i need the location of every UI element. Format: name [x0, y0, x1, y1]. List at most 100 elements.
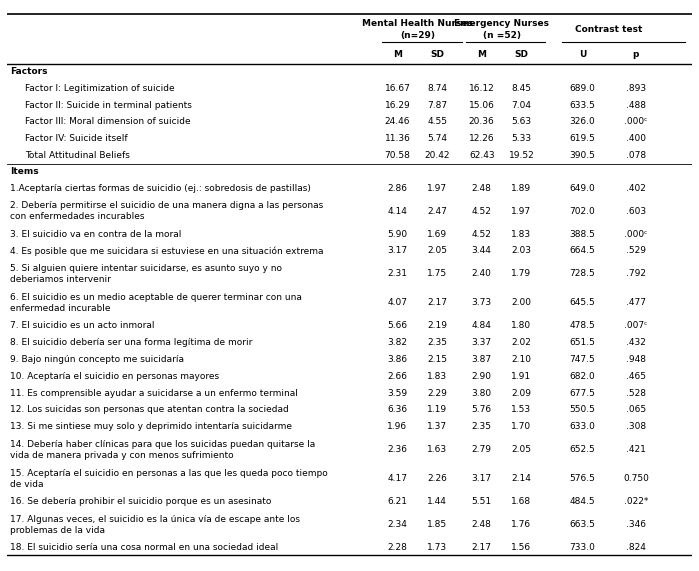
- Text: 13. Si me sintiese muy solo y deprimido intentaría suicidarme: 13. Si me sintiese muy solo y deprimido …: [10, 422, 292, 431]
- Text: 2.09: 2.09: [512, 388, 531, 397]
- Text: 576.5: 576.5: [570, 474, 596, 483]
- Text: 2.00: 2.00: [512, 299, 531, 307]
- Text: 2.40: 2.40: [472, 270, 491, 278]
- Text: 5.90: 5.90: [387, 230, 408, 239]
- Text: .346: .346: [626, 520, 646, 529]
- Text: .308: .308: [626, 422, 646, 431]
- Text: .528: .528: [626, 388, 646, 397]
- Text: 2.66: 2.66: [387, 372, 408, 381]
- Text: 645.5: 645.5: [570, 299, 596, 307]
- Text: Factor IV: Suicide itself: Factor IV: Suicide itself: [25, 134, 128, 143]
- Text: 4.14: 4.14: [387, 207, 408, 216]
- Text: 16.29: 16.29: [384, 100, 410, 110]
- Text: 5.74: 5.74: [427, 134, 447, 143]
- Text: 649.0: 649.0: [570, 184, 596, 193]
- Text: 1.75: 1.75: [427, 270, 447, 278]
- Text: U: U: [579, 50, 586, 59]
- Text: 2.03: 2.03: [512, 247, 531, 255]
- Text: 388.5: 388.5: [570, 230, 596, 239]
- Text: 4.55: 4.55: [427, 118, 447, 126]
- Text: 1.83: 1.83: [427, 372, 447, 381]
- Text: 3.44: 3.44: [472, 247, 491, 255]
- Text: 550.5: 550.5: [570, 405, 596, 415]
- Text: 2.36: 2.36: [387, 445, 408, 454]
- Text: 3.59: 3.59: [387, 388, 408, 397]
- Text: M: M: [477, 50, 487, 59]
- Text: 2.31: 2.31: [387, 270, 408, 278]
- Text: Factor III: Moral dimension of suicide: Factor III: Moral dimension of suicide: [25, 118, 191, 126]
- Text: p: p: [633, 50, 639, 59]
- Text: 10. Aceptaría el suicidio en personas mayores: 10. Aceptaría el suicidio en personas ma…: [10, 372, 219, 381]
- Text: 5.51: 5.51: [472, 497, 492, 506]
- Text: 1.37: 1.37: [427, 422, 447, 431]
- Text: 6. El suicidio es un medio aceptable de querer terminar con una
enfermedad incur: 6. El suicidio es un medio aceptable de …: [10, 293, 302, 313]
- Text: 19.52: 19.52: [509, 151, 534, 160]
- Text: 16.12: 16.12: [469, 84, 495, 93]
- Text: Factor I: Legitimization of suicide: Factor I: Legitimization of suicide: [25, 84, 175, 93]
- Text: .402: .402: [626, 184, 646, 193]
- Text: 3.80: 3.80: [472, 388, 492, 397]
- Text: 1.79: 1.79: [512, 270, 531, 278]
- Text: 1.89: 1.89: [512, 184, 531, 193]
- Text: 2.05: 2.05: [512, 445, 531, 454]
- Text: 4. Es posible que me suicidara si estuviese en una situación extrema: 4. Es posible que me suicidara si estuvi…: [10, 246, 324, 256]
- Text: 1.70: 1.70: [512, 422, 531, 431]
- Text: 4.84: 4.84: [472, 321, 491, 331]
- Text: .477: .477: [626, 299, 646, 307]
- Text: 8. El suicidio debería ser una forma legítima de morir: 8. El suicidio debería ser una forma leg…: [10, 338, 253, 347]
- Text: 4.52: 4.52: [472, 207, 491, 216]
- Text: 2.29: 2.29: [427, 388, 447, 397]
- Text: 62.43: 62.43: [469, 151, 494, 160]
- Text: 1.96: 1.96: [387, 422, 408, 431]
- Text: 633.0: 633.0: [570, 422, 596, 431]
- Text: 4.17: 4.17: [387, 474, 408, 483]
- Text: 2.17: 2.17: [427, 299, 447, 307]
- Text: Mental Health Nurses
(n=29): Mental Health Nurses (n=29): [362, 19, 473, 40]
- Text: 1.Aceptaría ciertas formas de suicidio (ej.: sobredosis de pastillas): 1.Aceptaría ciertas formas de suicidio (…: [10, 184, 311, 193]
- Text: 1.91: 1.91: [512, 372, 531, 381]
- Text: 14. Debería haber clínicas para que los suicidas puedan quitarse la
vida de mane: 14. Debería haber clínicas para que los …: [10, 440, 316, 460]
- Text: 1.56: 1.56: [512, 543, 531, 552]
- Text: 4.52: 4.52: [472, 230, 491, 239]
- Text: 2.90: 2.90: [472, 372, 491, 381]
- Text: .400: .400: [626, 134, 646, 143]
- Text: 11.36: 11.36: [384, 134, 410, 143]
- Text: 1.53: 1.53: [512, 405, 531, 415]
- Text: .007ᶜ: .007ᶜ: [624, 321, 647, 331]
- Text: 2.05: 2.05: [427, 247, 447, 255]
- Text: 2.10: 2.10: [512, 355, 531, 364]
- Text: 3.82: 3.82: [387, 338, 408, 347]
- Text: 9. Bajo ningún concepto me suicidaría: 9. Bajo ningún concepto me suicidaría: [10, 355, 185, 364]
- Text: 8.45: 8.45: [512, 84, 531, 93]
- Text: 1.76: 1.76: [512, 520, 531, 529]
- Text: 1.68: 1.68: [512, 497, 531, 506]
- Text: .065: .065: [626, 405, 646, 415]
- Text: 5.33: 5.33: [512, 134, 531, 143]
- Text: Emergency Nurses
(n =52): Emergency Nurses (n =52): [454, 19, 549, 40]
- Text: 619.5: 619.5: [570, 134, 596, 143]
- Text: 677.5: 677.5: [570, 388, 596, 397]
- Text: 652.5: 652.5: [570, 445, 596, 454]
- Text: 2.28: 2.28: [387, 543, 408, 552]
- Text: 633.5: 633.5: [570, 100, 596, 110]
- Text: SD: SD: [514, 50, 528, 59]
- Text: 17. Algunas veces, el suicidio es la única vía de escape ante los
problemas de l: 17. Algunas veces, el suicidio es la úni…: [10, 514, 301, 534]
- Text: SD: SD: [430, 50, 444, 59]
- Text: 689.0: 689.0: [570, 84, 596, 93]
- Text: 728.5: 728.5: [570, 270, 596, 278]
- Text: 390.5: 390.5: [570, 151, 596, 160]
- Text: 3.17: 3.17: [472, 474, 492, 483]
- Text: 1.63: 1.63: [427, 445, 447, 454]
- Text: 2.35: 2.35: [427, 338, 447, 347]
- Text: Total Attitudinal Beliefs: Total Attitudinal Beliefs: [25, 151, 130, 160]
- Text: 2.15: 2.15: [427, 355, 447, 364]
- Text: Items: Items: [10, 167, 39, 176]
- Text: 3.17: 3.17: [387, 247, 408, 255]
- Text: 2.47: 2.47: [427, 207, 447, 216]
- Text: 7.87: 7.87: [427, 100, 447, 110]
- Text: 733.0: 733.0: [570, 543, 596, 552]
- Text: 2.26: 2.26: [427, 474, 447, 483]
- Text: 2.02: 2.02: [512, 338, 531, 347]
- Text: 5.63: 5.63: [512, 118, 531, 126]
- Text: 682.0: 682.0: [570, 372, 596, 381]
